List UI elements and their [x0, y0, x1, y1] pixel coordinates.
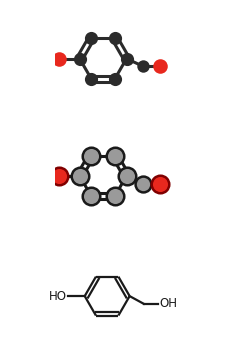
Point: [113, 194, 117, 199]
Point: [142, 181, 145, 187]
Point: [142, 64, 145, 69]
Point: [90, 76, 93, 82]
Text: OH: OH: [159, 297, 177, 310]
Point: [113, 35, 117, 41]
Text: HO: HO: [49, 289, 67, 303]
Point: [158, 64, 162, 69]
Point: [57, 173, 61, 178]
Point: [90, 35, 93, 41]
Point: [125, 56, 128, 62]
Point: [113, 153, 117, 158]
Point: [57, 56, 61, 62]
Point: [78, 56, 82, 62]
Point: [90, 153, 93, 158]
Point: [125, 173, 128, 178]
Point: [78, 173, 82, 178]
Point: [158, 181, 162, 187]
Point: [90, 194, 93, 199]
Point: [113, 76, 117, 82]
